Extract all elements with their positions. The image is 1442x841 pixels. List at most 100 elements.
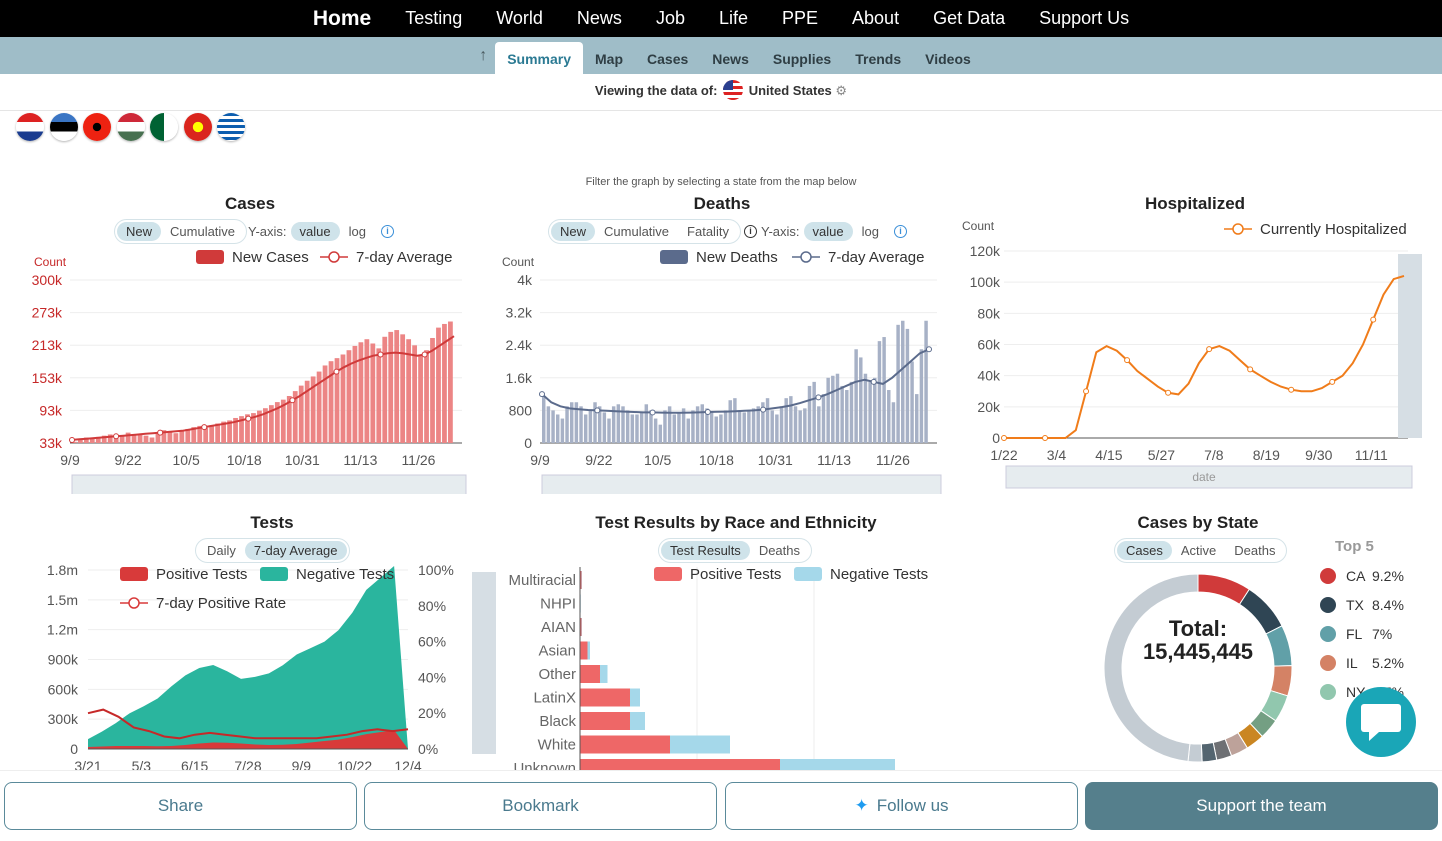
tests-7day-option[interactable]: 7-day Average bbox=[244, 541, 347, 560]
state-donut-chart[interactable] bbox=[1100, 570, 1300, 770]
state-top-item[interactable]: CA 9.2% bbox=[1320, 561, 1404, 590]
flag-estonia-icon[interactable] bbox=[49, 113, 78, 141]
data-bar bbox=[322, 365, 328, 443]
topnav-item-support-us[interactable]: Support Us bbox=[1039, 8, 1130, 28]
flag-algeria-icon[interactable] bbox=[150, 113, 178, 141]
chat-button[interactable] bbox=[1346, 687, 1416, 757]
cases-new-option[interactable]: New bbox=[117, 222, 162, 241]
x-tick-label: 7/8 bbox=[1204, 447, 1224, 463]
arrow-up-icon[interactable]: ↑ bbox=[479, 46, 488, 64]
donut-slice bbox=[1103, 573, 1199, 763]
state-top-item[interactable]: IL 5.2% bbox=[1320, 648, 1404, 677]
tab-map[interactable]: Map bbox=[595, 51, 624, 67]
cases-value-option[interactable]: value bbox=[290, 222, 340, 241]
data-bar bbox=[784, 398, 788, 443]
deaths-fatality-info-icon[interactable]: i bbox=[744, 225, 757, 238]
bookmark-button[interactable]: Bookmark bbox=[364, 782, 717, 830]
state-top-item[interactable]: TX 8.4% bbox=[1320, 590, 1404, 619]
race-deaths-option[interactable]: Deaths bbox=[758, 543, 801, 558]
race-chart[interactable]: Multiracial NHPI AIAN Asian Other LatinX Black… bbox=[470, 562, 950, 770]
deaths-info-icon[interactable]: i bbox=[893, 225, 907, 238]
positive-bar bbox=[580, 712, 630, 730]
tab-summary[interactable]: Summary bbox=[495, 42, 584, 74]
data-bar bbox=[639, 412, 644, 443]
topnav-item-get-data[interactable]: Get Data bbox=[933, 8, 1006, 28]
tests-chart[interactable]: 0 300k 600k 900k 1.2m 1.5m 1.8m 0% 20% 40% 60% 80% 1… bbox=[0, 560, 470, 770]
state-top-item[interactable]: FL 7% bbox=[1320, 619, 1404, 648]
tab-supplies[interactable]: Supplies bbox=[772, 51, 832, 67]
data-bar bbox=[896, 324, 900, 443]
flag-hungary-icon[interactable] bbox=[116, 113, 145, 141]
race-category-label: LatinX bbox=[533, 690, 576, 707]
share-button[interactable]: Share bbox=[4, 782, 357, 830]
race-test-results-option[interactable]: Test Results bbox=[661, 541, 750, 560]
donut-slice bbox=[1197, 573, 1251, 606]
state-deaths-option[interactable]: Deaths bbox=[1234, 543, 1276, 558]
topnav-item-life[interactable]: Life bbox=[718, 8, 748, 28]
data-bar bbox=[803, 408, 807, 443]
topnav-item-home[interactable]: Home bbox=[312, 6, 372, 30]
cases-cumulative-option[interactable]: Cumulative bbox=[170, 224, 236, 239]
data-bar bbox=[859, 357, 863, 443]
follow-button[interactable]: ✦ Follow us bbox=[725, 782, 1078, 830]
avg-point bbox=[870, 378, 877, 385]
tab-news[interactable]: News bbox=[712, 51, 749, 67]
cases-chart[interactable]: 33k 93k 153k 213k 273k 300k 9/9 9/22 10/5 10/18 10… bbox=[0, 244, 480, 494]
cases-toggle: New Cumulative bbox=[114, 219, 248, 244]
data-bar bbox=[849, 381, 854, 443]
deaths-cumulative-option[interactable]: Cumulative bbox=[604, 224, 670, 239]
x-tick-label: 11/13 bbox=[817, 452, 851, 468]
avg-line bbox=[541, 348, 930, 414]
data-bar bbox=[89, 438, 95, 443]
tab-videos[interactable]: Videos bbox=[925, 51, 971, 67]
data-bar bbox=[691, 410, 695, 443]
state-active-option[interactable]: Active bbox=[1180, 543, 1217, 558]
avg-line bbox=[71, 335, 455, 441]
viewing-country-name[interactable]: United States bbox=[748, 83, 832, 98]
topnav-item-testing[interactable]: Testing bbox=[405, 8, 463, 28]
race-category-label: Asian bbox=[538, 643, 576, 660]
race-toggle: Test Results Deaths bbox=[658, 538, 813, 563]
cases-info-icon[interactable]: i bbox=[380, 225, 394, 238]
tests-daily-option[interactable]: Daily bbox=[207, 543, 236, 558]
flag-croatia-icon[interactable] bbox=[16, 113, 44, 141]
deaths-chart[interactable]: 0 800 1.6k 2.4k 3.2k 4k 9/9 9/22 10/5 10/18 10/31 1… bbox=[470, 244, 950, 494]
deaths-toggle: New Cumulative Fatality bbox=[548, 219, 741, 244]
topnav-item-ppe[interactable]: PPE bbox=[782, 8, 819, 28]
bottom-bar: Share Bookmark ✦ Follow us Support the t… bbox=[0, 770, 1442, 841]
state-cases-option[interactable]: Cases bbox=[1117, 541, 1172, 560]
viewing-label: Viewing the data of: bbox=[594, 83, 718, 98]
data-bar bbox=[845, 390, 849, 443]
hosp-chart[interactable]: Currently Hospitalized 0 20k 40k 60k 80k 100k 1… bbox=[950, 214, 1430, 496]
topnav-item-news[interactable]: News bbox=[576, 8, 622, 28]
deaths-log-option[interactable]: log bbox=[861, 224, 879, 239]
deaths-fatality-option[interactable]: Fatality bbox=[687, 224, 729, 239]
data-bar bbox=[125, 432, 131, 443]
cases-log-option[interactable]: log bbox=[348, 224, 366, 239]
tab-cases[interactable]: Cases bbox=[647, 51, 689, 67]
topnav-item-job[interactable]: Job bbox=[655, 8, 685, 28]
donut-slice bbox=[1265, 625, 1293, 667]
flag-vietnam-icon[interactable] bbox=[183, 113, 212, 141]
y2-tick-label: 60% bbox=[418, 634, 446, 650]
x-tick-label: 9/22 bbox=[114, 452, 141, 468]
topnav-item-world[interactable]: World bbox=[496, 8, 543, 28]
settings-gear-icon[interactable]: ⚙ bbox=[835, 83, 848, 98]
flag-albania-icon[interactable] bbox=[83, 113, 111, 141]
deaths-new-option[interactable]: New bbox=[551, 222, 596, 241]
data-bar bbox=[588, 410, 593, 443]
flag-greece-icon[interactable] bbox=[217, 113, 245, 141]
y-tick-label: 1.8m bbox=[47, 562, 78, 578]
tab-trends[interactable]: Trends bbox=[855, 51, 902, 67]
deaths-value-option[interactable]: value bbox=[803, 222, 853, 241]
data-bar bbox=[149, 437, 155, 443]
x-tick-label: 10/5 bbox=[644, 452, 671, 468]
data-bar bbox=[765, 398, 770, 443]
cases-legend-new: New Cases bbox=[232, 249, 309, 266]
support-button[interactable]: Support the team bbox=[1085, 782, 1438, 830]
data-bar bbox=[826, 377, 830, 443]
data-bar bbox=[728, 400, 732, 443]
topnav-item-about[interactable]: About bbox=[852, 8, 900, 28]
data-bar bbox=[877, 341, 882, 443]
sub-nav: ↑ Summary Map Cases News Supplies Trends Video… bbox=[0, 37, 1442, 74]
